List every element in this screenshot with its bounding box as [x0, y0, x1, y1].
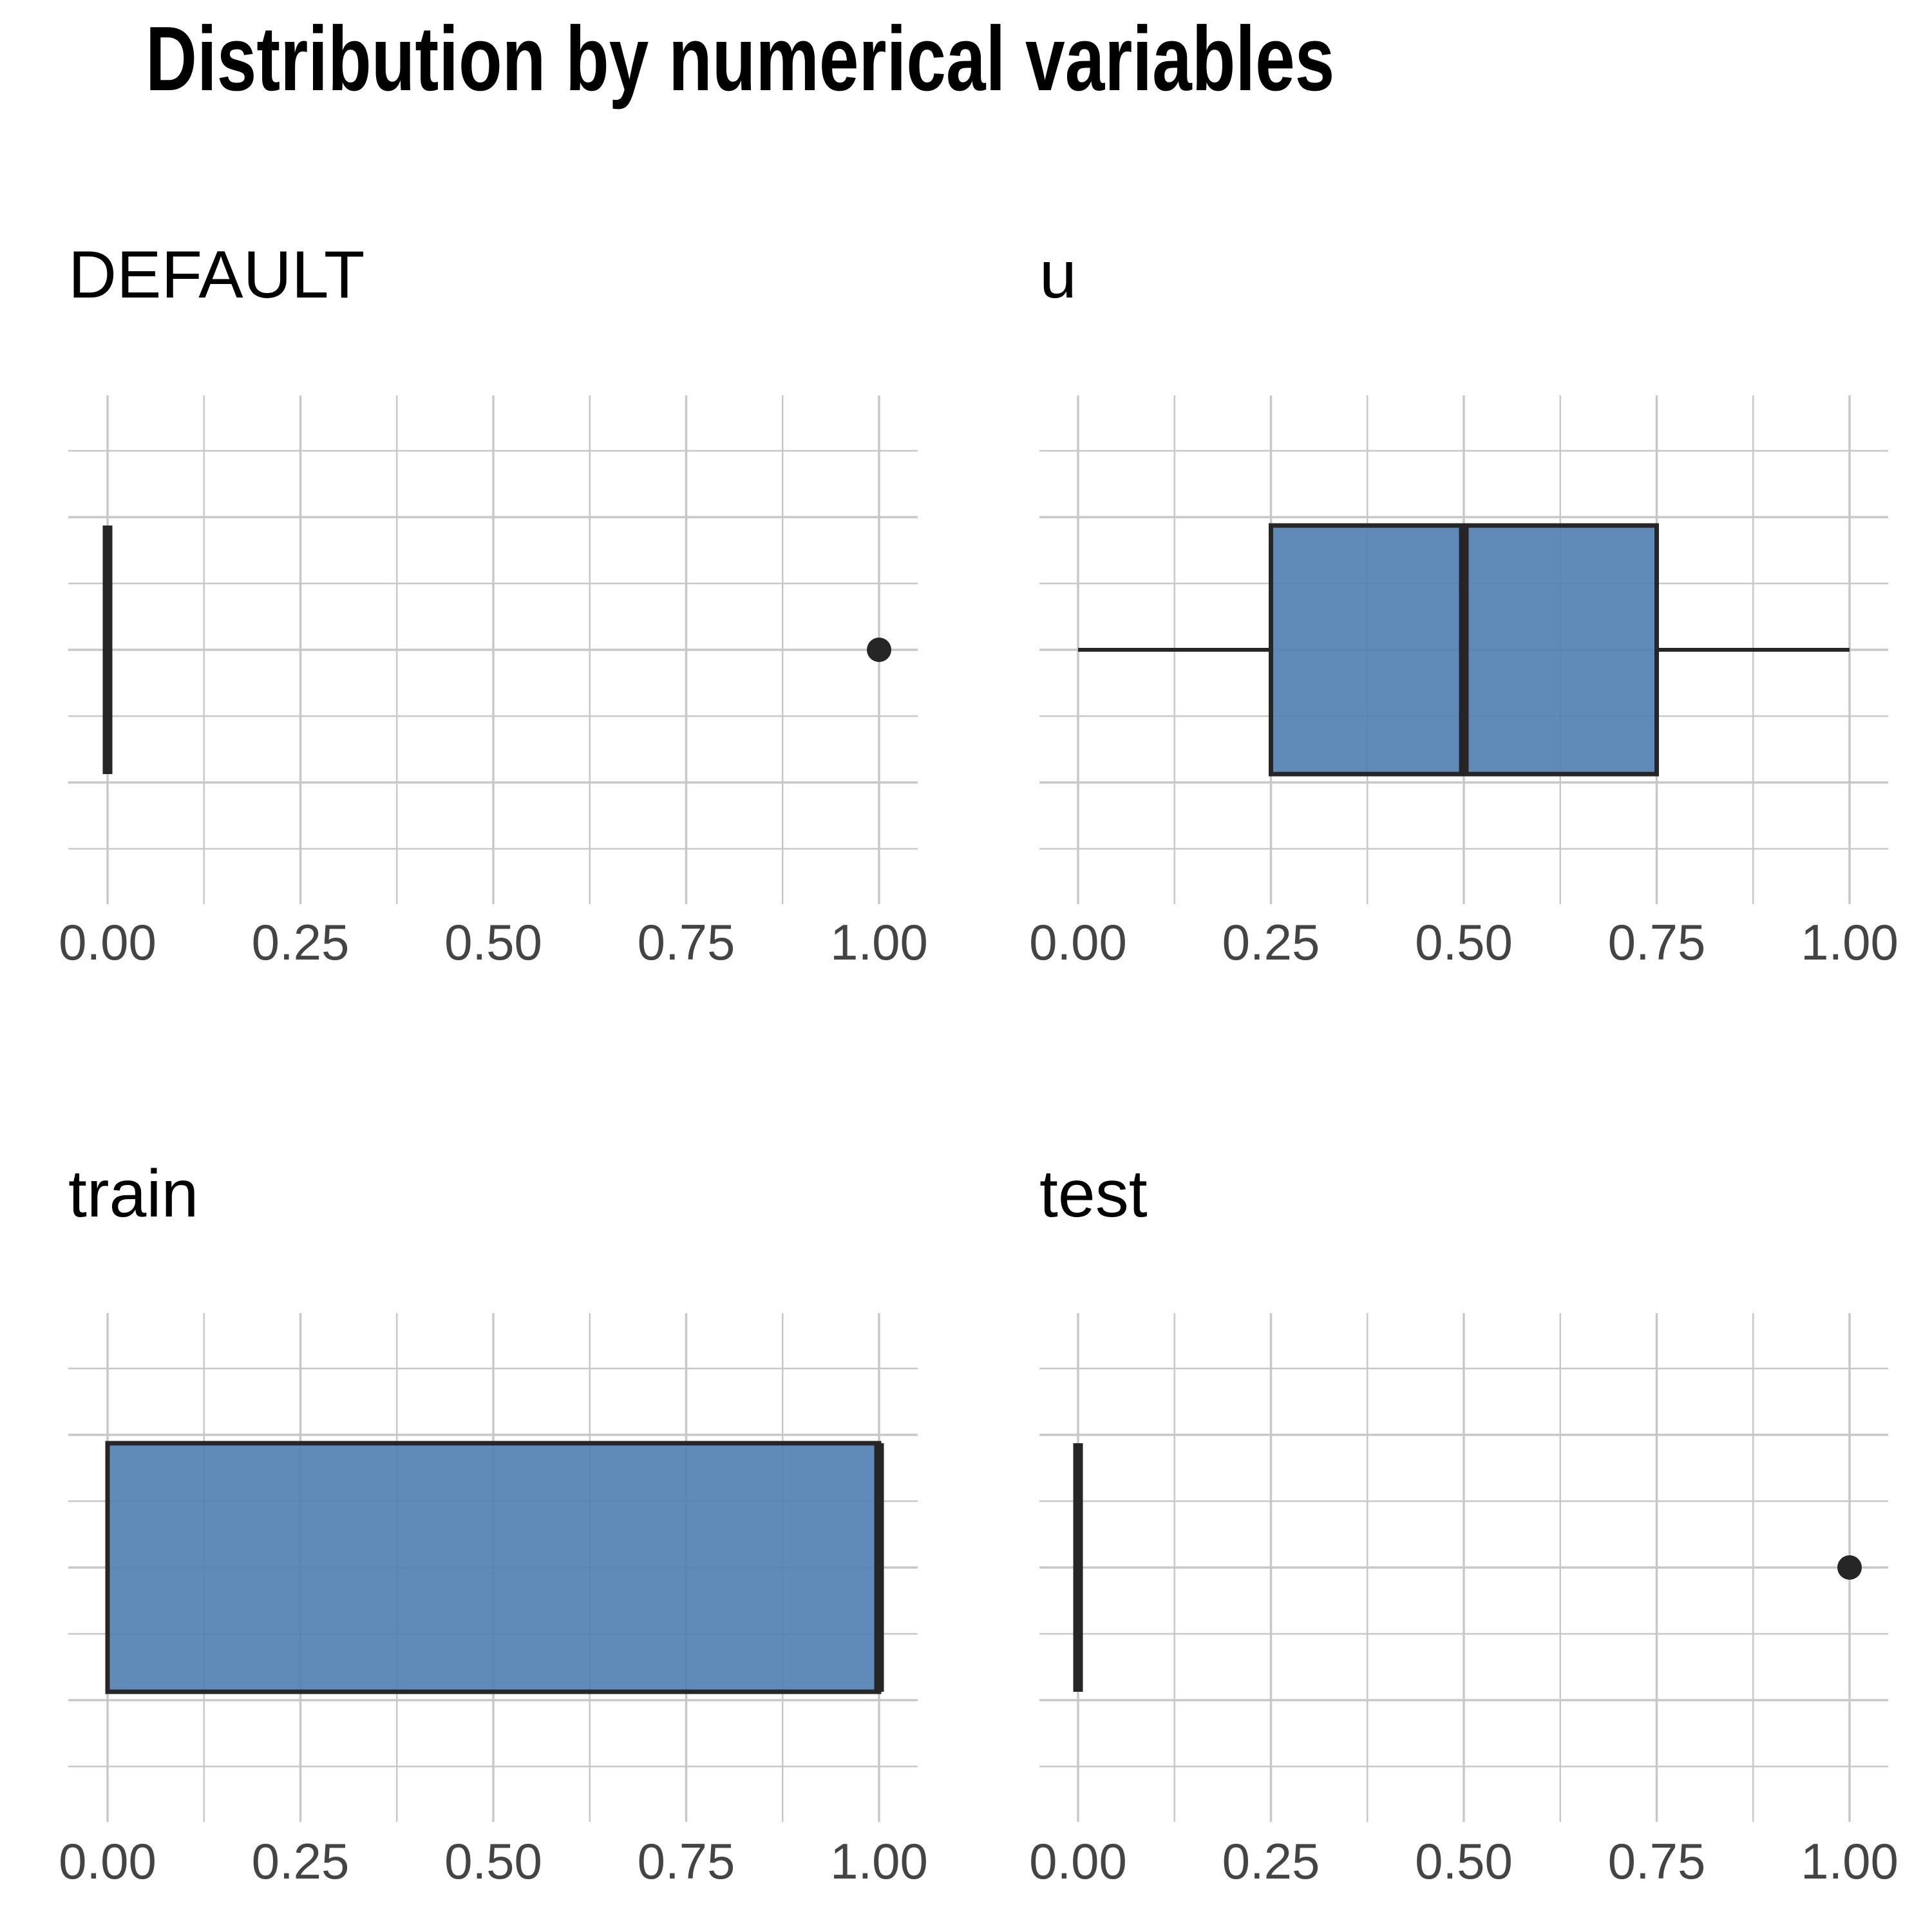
tick-label: 0.00: [59, 914, 156, 971]
tick-label: 1.00: [1801, 914, 1899, 971]
outlier-point: [867, 638, 891, 662]
tick-label: 0.50: [1415, 914, 1513, 971]
panel-title: u: [1039, 238, 1077, 312]
tick-label: 1.00: [830, 914, 928, 971]
tick-label: 0.25: [252, 1833, 350, 1889]
tick-label: 0.75: [638, 1833, 735, 1889]
panel-u: u 0.00 0.25 0.50 0.75 1.00: [1029, 238, 1899, 971]
boxplot: [1073, 1443, 1862, 1692]
gridlines: [68, 395, 918, 904]
panel-title: DEFAULT: [68, 238, 365, 312]
panel-train: train 0.00 0.25 0.50 0.75 1.00: [59, 1157, 928, 1889]
gridlines: [1039, 1313, 1888, 1822]
tick-label: 0.00: [1029, 1833, 1127, 1889]
x-axis-ticks: 0.00 0.25 0.50 0.75 1.00: [59, 914, 928, 971]
tick-label: 0.00: [1029, 914, 1127, 971]
boxplot: [1078, 523, 1850, 777]
x-axis-ticks: 0.00 0.25 0.50 0.75 1.00: [1029, 1833, 1899, 1889]
boxplot: [102, 526, 891, 774]
tick-label: 0.25: [1222, 914, 1320, 971]
tick-label: 0.75: [1608, 1833, 1706, 1889]
tick-label: 0.50: [1415, 1833, 1513, 1889]
tick-label: 1.00: [830, 1833, 928, 1889]
tick-label: 1.00: [1801, 1833, 1899, 1889]
panel-test: test 0.00 0.25 0.50 0.75 1.00: [1029, 1157, 1899, 1889]
x-axis-ticks: 0.00 0.25 0.50 0.75 1.00: [1029, 914, 1899, 971]
tick-label: 0.50: [444, 1833, 542, 1889]
figure-title: Distribution by numerical variables: [146, 8, 1334, 109]
tick-label: 0.00: [59, 1833, 156, 1889]
tick-label: 0.50: [444, 914, 542, 971]
boxplot: [105, 1441, 884, 1694]
panel-title: train: [68, 1157, 198, 1231]
tick-label: 0.25: [252, 914, 350, 971]
x-axis-ticks: 0.00 0.25 0.50 0.75 1.00: [59, 1833, 928, 1889]
panel-default: DEFAULT 0.00 0.25 0.50 0.75 1.00: [59, 238, 928, 971]
outlier-point: [1837, 1555, 1862, 1580]
tick-label: 0.75: [638, 914, 735, 971]
panel-title: test: [1039, 1157, 1148, 1231]
tick-label: 0.25: [1222, 1833, 1320, 1889]
tick-label: 0.75: [1608, 914, 1706, 971]
box-iqr: [105, 1441, 882, 1694]
